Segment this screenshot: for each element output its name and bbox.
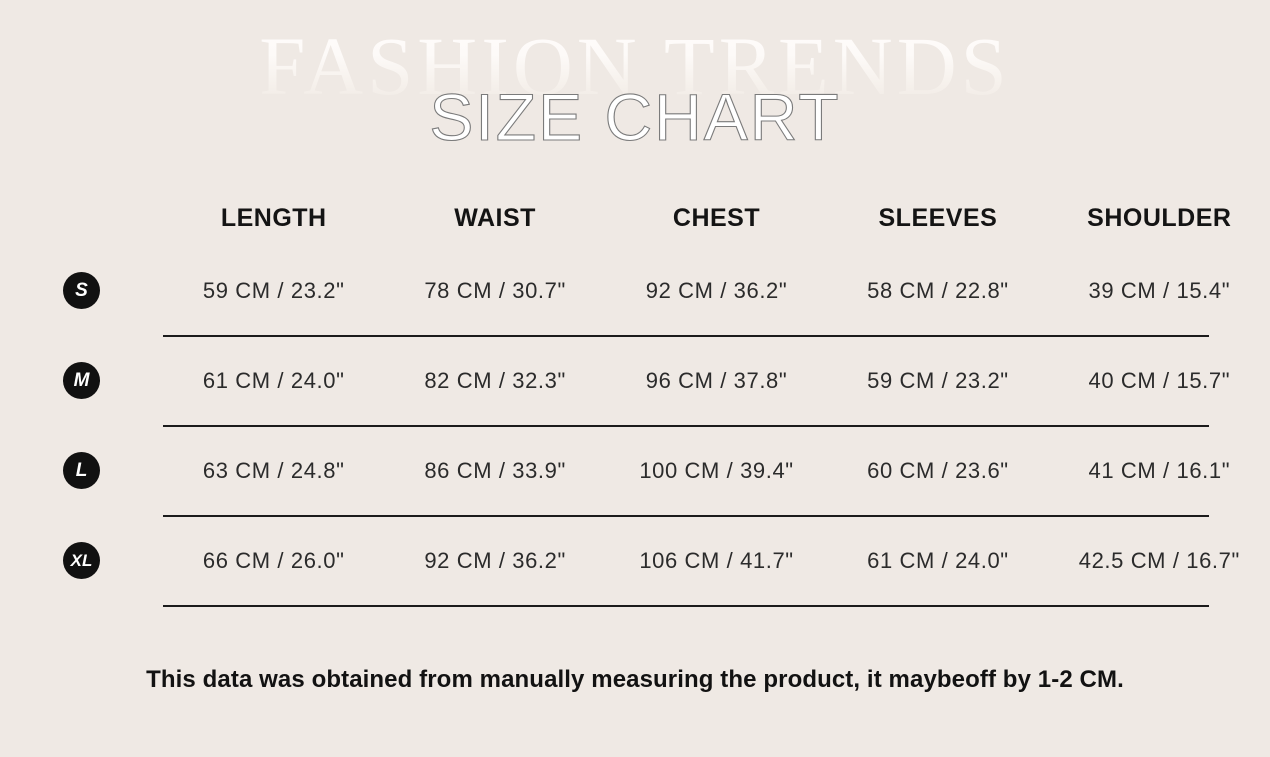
size-badge-cell-xl: XL bbox=[0, 542, 163, 579]
size-chart-title-text: SIZE CHART bbox=[429, 82, 840, 154]
size-badge-xl: XL bbox=[63, 542, 100, 579]
cell-l-waist: 86 CM / 33.9" bbox=[424, 457, 566, 483]
row-divider-line bbox=[163, 605, 1209, 607]
cell-m-waist: 82 CM / 32.3" bbox=[424, 367, 566, 393]
cell-s-chest: 92 CM / 36.2" bbox=[645, 277, 788, 303]
cell-l-length: 63 CM / 24.8" bbox=[202, 457, 345, 483]
row-divider bbox=[0, 335, 1270, 337]
row-divider bbox=[0, 605, 1270, 607]
cell-xl-waist: 92 CM / 36.2" bbox=[424, 547, 566, 573]
row-divider bbox=[0, 425, 1270, 427]
measurement-disclaimer: This data was obtained from manually mea… bbox=[146, 666, 1124, 693]
column-header-shoulder: SHOULDER bbox=[1087, 203, 1232, 232]
row-divider bbox=[0, 515, 1270, 517]
row-divider-line bbox=[163, 515, 1209, 517]
cell-l-sleeves: 60 CM / 23.6" bbox=[867, 457, 1009, 483]
size-badge-cell-s: S bbox=[0, 272, 163, 309]
cell-xl-length: 66 CM / 26.0" bbox=[202, 547, 345, 573]
size-badge-l: L bbox=[63, 452, 100, 489]
page-title: SIZE CHART bbox=[0, 82, 1270, 162]
size-badge-s: S bbox=[63, 272, 100, 309]
cell-s-length: 59 CM / 23.2" bbox=[202, 277, 345, 303]
column-header-length: LENGTH bbox=[220, 203, 327, 232]
column-header-waist: WAIST bbox=[454, 203, 536, 232]
cell-xl-shoulder: 42.5 CM / 16.7" bbox=[1078, 547, 1240, 573]
cell-m-sleeves: 59 CM / 23.2" bbox=[867, 367, 1009, 393]
column-header-sleeves: SLEEVES bbox=[878, 203, 998, 232]
cell-m-chest: 96 CM / 37.8" bbox=[645, 367, 788, 393]
size-badge-m: M bbox=[63, 362, 100, 399]
cell-l-shoulder: 41 CM / 16.1" bbox=[1088, 457, 1231, 483]
cell-m-length: 61 CM / 24.0" bbox=[202, 367, 345, 393]
table-row: XL 66 CM / 26.0" 92 CM / 36.2" 106 CM / … bbox=[0, 516, 1270, 605]
column-header-chest: CHEST bbox=[672, 203, 761, 232]
row-divider-line bbox=[163, 335, 1209, 337]
cell-l-chest: 100 CM / 39.4" bbox=[639, 457, 794, 483]
cell-xl-sleeves: 61 CM / 24.0" bbox=[867, 547, 1009, 573]
size-table: LENGTH WAIST CHEST SLEEVES SHOULDER S 59… bbox=[0, 190, 1270, 607]
cell-m-shoulder: 40 CM / 15.7" bbox=[1088, 367, 1231, 393]
size-badge-cell-l: L bbox=[0, 452, 163, 489]
size-badge-cell-m: M bbox=[0, 362, 163, 399]
row-divider-line bbox=[163, 425, 1209, 427]
cell-s-shoulder: 39 CM / 15.4" bbox=[1088, 277, 1231, 303]
table-row: S 59 CM / 23.2" 78 CM / 30.7" 92 CM / 36… bbox=[0, 246, 1270, 335]
cell-s-waist: 78 CM / 30.7" bbox=[424, 277, 566, 303]
table-header-row: LENGTH WAIST CHEST SLEEVES SHOULDER bbox=[0, 190, 1270, 246]
brand-watermark: FASHION TRENDS bbox=[0, 18, 1270, 114]
cell-s-sleeves: 58 CM / 22.8" bbox=[867, 277, 1009, 303]
cell-xl-chest: 106 CM / 41.7" bbox=[639, 547, 794, 573]
size-chart-title-svg: SIZE CHART bbox=[429, 82, 840, 155]
table-row: L 63 CM / 24.8" 86 CM / 33.9" 100 CM / 3… bbox=[0, 426, 1270, 515]
table-row: M 61 CM / 24.0" 82 CM / 32.3" 96 CM / 37… bbox=[0, 336, 1270, 425]
